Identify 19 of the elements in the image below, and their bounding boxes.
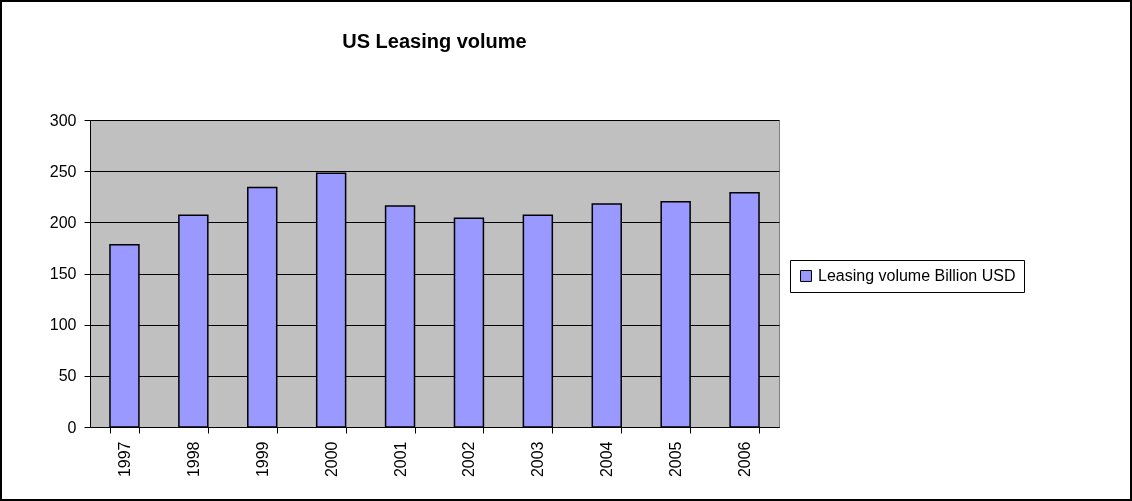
x-tick-label: 2003: [529, 441, 547, 478]
x-tick-label: 1999: [253, 441, 271, 478]
x-tick-label: 2005: [667, 441, 685, 478]
y-tick-label: 300: [49, 111, 77, 129]
x-tick-label: 1998: [184, 441, 202, 478]
y-tick-label: 100: [49, 316, 77, 334]
y-tick-label: 150: [49, 265, 77, 282]
y-tick-label: 250: [49, 162, 77, 180]
x-tick-label: 2002: [460, 441, 478, 478]
y-tick-label: 50: [58, 367, 77, 385]
x-tick-label: 2004: [598, 441, 616, 478]
y-tick-label: 200: [49, 213, 77, 231]
x-tick-label: 1997: [115, 441, 133, 478]
legend-label: Leasing volume Billion USD: [818, 267, 1016, 284]
chart-title: US Leasing volume: [342, 30, 527, 52]
x-tick-label: 2006: [736, 441, 754, 478]
x-tick-label: 2001: [391, 441, 409, 478]
y-tick-label: 0: [67, 418, 77, 436]
x-tick-label: 2000: [322, 441, 340, 478]
